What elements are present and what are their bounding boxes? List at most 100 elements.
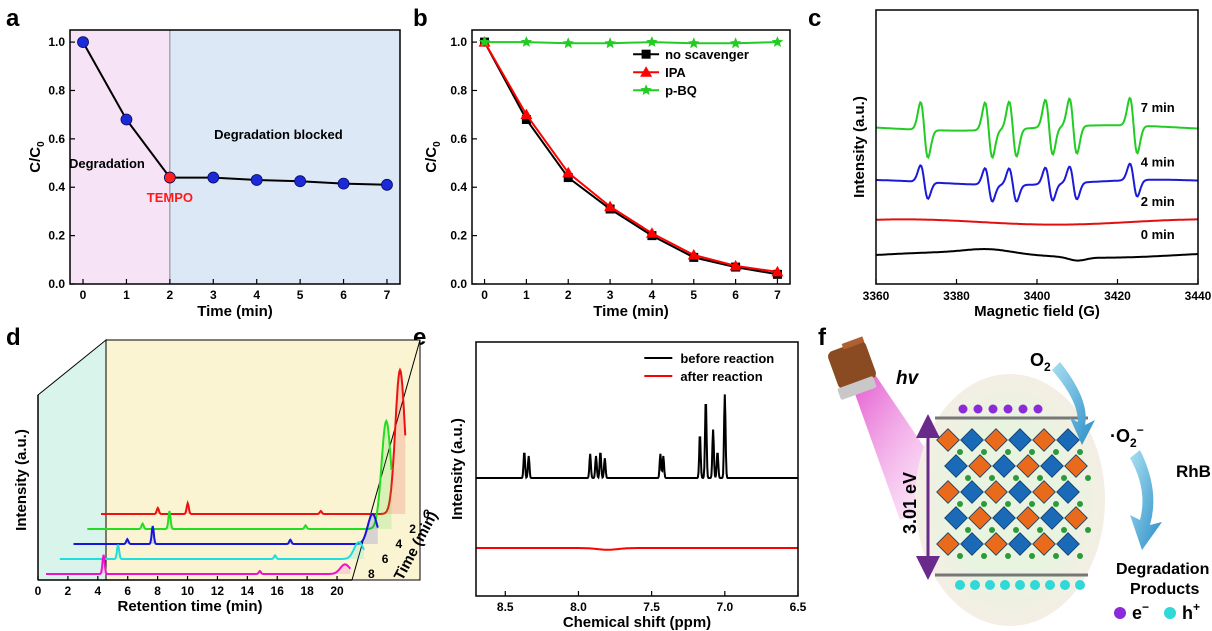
atom [981,553,987,559]
octahedron [1040,506,1064,530]
atom [1005,553,1011,559]
octahedron [936,480,960,504]
products-label-2: Products [1130,581,1199,598]
y-tick-label: 0.2 [48,229,65,243]
y-tick-label: 0.6 [450,132,467,146]
data-point [163,171,176,184]
hole-dot [1000,580,1010,590]
series-line-no-scavenger [483,41,778,276]
y-tick-label: 1.0 [48,35,65,49]
region-blocked [169,30,400,284]
hole-dot [1045,580,1055,590]
atom [1085,527,1091,533]
octahedron [1016,506,1040,530]
electron-legend-dot [1114,607,1126,619]
data-point [563,173,573,183]
x-tick-label: 7.0 [716,600,733,614]
spectrum-label: 4 min [1141,154,1175,169]
time-tick-label: 0 [423,507,430,521]
atom [957,553,963,559]
octahedron [1040,454,1064,478]
x-tick-label: 6 [732,288,739,302]
plot-frame [875,9,1199,285]
octahedron [984,480,1008,504]
octahedron [960,428,984,452]
octahedron [1064,506,1088,530]
nmr-after-reaction [476,547,798,551]
chart-c: 0 min 2 min 4 min 7 min 3360 3380 3400 3420 3440… [851,9,1212,320]
x-tick-label: 7 [384,288,391,302]
x-tick-label: 1 [523,288,530,302]
data-point [521,115,531,125]
octahedron [984,428,1008,452]
chromatogram-6 [59,541,365,560]
rhb-label: RhB [1176,462,1211,481]
plot-frame [69,29,401,285]
x-tick-label: 0 [481,288,488,302]
x-tick-label: 1 [123,288,130,302]
legend-marker [641,49,651,59]
x-tick-label: 8 [154,584,161,598]
x-tick-label: 6 [124,584,131,598]
electron-legend-label: e− [1132,600,1149,623]
time-tick-label: 6 [382,552,389,566]
octahedron [1056,480,1080,504]
time-tick-label: 8 [368,567,375,581]
x-tick-label: 6.5 [790,600,807,614]
octahedron [1032,532,1056,556]
x-tick-label: 14 [241,584,255,598]
octahedron [968,506,992,530]
panel-label-d: d [6,324,21,351]
octahedron [944,454,968,478]
atom [1053,449,1059,455]
series-line-IPA [483,41,778,273]
hv-label: hv [896,368,920,389]
x-tick-label: 3420 [1104,289,1131,303]
hole-dot [970,580,980,590]
data-point [771,36,784,47]
series-line-p-BQ [484,41,778,45]
y-tick-label: 0.6 [48,132,65,146]
spectrum-0-min [875,248,1199,262]
y-axis-label: C/C0 [423,141,443,173]
x-axis-label: Time (min) [593,303,669,320]
o2-label: O2 [1030,350,1051,374]
electron-dot [1018,404,1028,414]
atom [965,475,971,481]
data-point [381,178,393,191]
atom [1005,449,1011,455]
time-tick-label: 4 [396,537,403,551]
octahedron [1056,428,1080,452]
x-tick-label: 4 [94,584,101,598]
x-tick-label: 4 [649,288,656,302]
atom [965,527,971,533]
chromatogram-0 [101,367,407,515]
superoxide-label: ·O2− [1110,423,1144,450]
x-tick-label: 12 [211,584,225,598]
chart-e: before reaction after reaction 8.5 8.0 7.5 7.… [449,341,807,631]
electron-row [958,404,1043,414]
atom [957,449,963,455]
spectrum-7-min [876,96,1199,160]
atom [1061,527,1067,533]
hole-legend-dot [1164,607,1176,619]
x-tick-label: 5 [690,288,697,302]
electron-dot [988,404,998,414]
nmr-before-reaction [476,394,798,480]
data-point [520,108,533,120]
atom [1053,553,1059,559]
data-point [604,37,616,49]
y-tick-label: 0.2 [450,229,467,243]
octahedron [1016,454,1040,478]
x-tick-label: 8.0 [570,600,587,614]
atom [1029,501,1035,507]
x-axis-label: Chemical shift (ppm) [563,614,711,631]
x-tick-label: 2 [65,584,72,598]
y-tick-label: 0.4 [450,180,467,194]
electron-dot [1003,404,1013,414]
data-point [646,36,658,47]
atom [981,449,987,455]
hole-dot [955,580,965,590]
data-point [562,37,574,49]
atom [1077,553,1083,559]
